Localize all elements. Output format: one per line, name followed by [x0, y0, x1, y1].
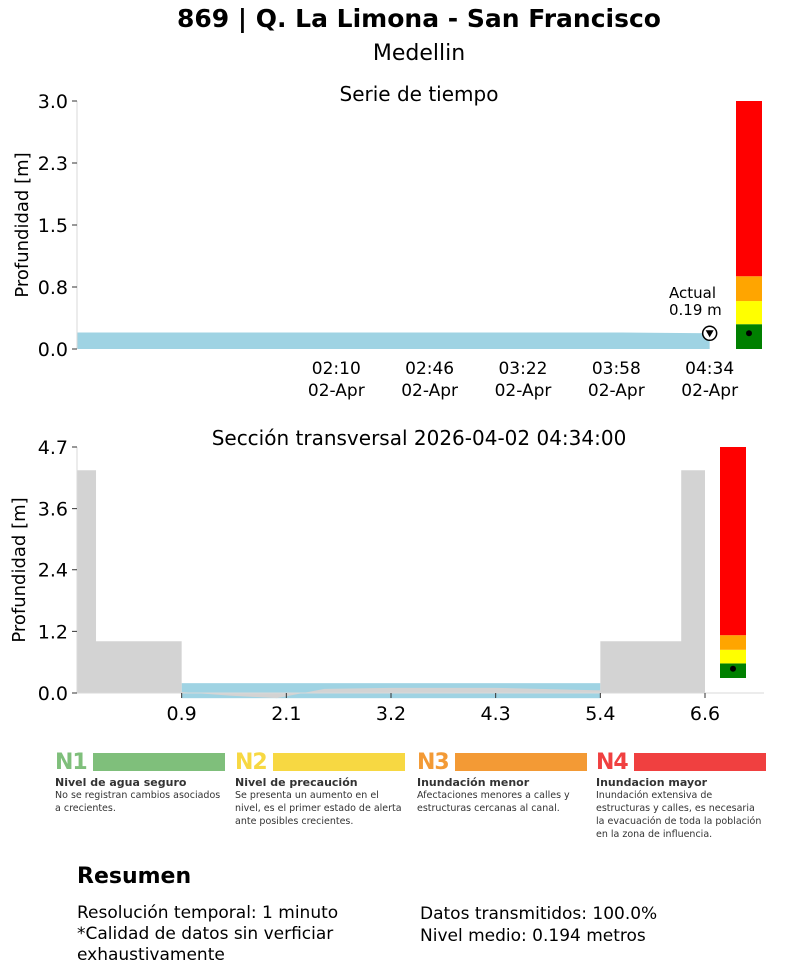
channel-terrain: [77, 470, 705, 699]
legend-title: Nivel de precaución: [235, 776, 358, 789]
annotation-value: 0.19 m: [669, 301, 722, 319]
x-tick-date-label: 02-Apr: [588, 381, 645, 401]
annotation-label: Actual: [669, 284, 716, 302]
summary-heading: Resumen: [77, 864, 192, 889]
y-tick-label: 0.8: [38, 277, 68, 299]
x-tick-date-label: 02-Apr: [681, 381, 738, 401]
y-tick-label: 3.0: [38, 91, 68, 113]
legend-item-n1: N1 Nivel de agua seguro No se registran …: [55, 750, 225, 815]
x-tick-label: 02:46: [405, 359, 454, 379]
legend-title: Nivel de agua seguro: [55, 776, 187, 789]
level-bar-segment: [720, 447, 746, 636]
x-tick-label: 2.1: [271, 703, 301, 725]
y-tick-label: 3.6: [38, 499, 68, 521]
x-tick-date-label: 02-Apr: [495, 381, 552, 401]
legend-item-n3: N3 Inundación menor Afectaciones menores…: [417, 750, 587, 815]
x-tick-label: 03:22: [498, 359, 547, 379]
legend-code: N2: [235, 749, 268, 775]
legend-item-n2: N2 Nivel de precaución Se presenta un au…: [235, 750, 405, 828]
legend-title: Inundacion mayor: [596, 776, 708, 789]
level-bar-segment: [736, 301, 762, 325]
x-tick-label: 5.4: [585, 703, 615, 725]
y-tick-label: 4.7: [38, 437, 68, 459]
legend-description: Afectaciones menores a calles y estructu…: [417, 790, 570, 814]
legend-color-bar: [272, 753, 405, 771]
level-bar-current-marker: [746, 330, 752, 337]
y-tick-label: 1.2: [38, 621, 68, 643]
x-tick-label: 3.2: [376, 703, 406, 725]
charts-canvas: Serie de tiempo0.00.81.52.33.002:1002-Ap…: [9, 82, 764, 725]
plot-title: Sección transversal 2026-04-02 04:34:00: [212, 426, 627, 450]
x-tick-label: 4.3: [481, 703, 511, 725]
y-tick-label: 2.4: [38, 560, 68, 582]
y-tick-label: 2.3: [38, 153, 68, 175]
x-tick-label: 0.9: [167, 703, 197, 725]
legend-color-bar: [92, 753, 225, 771]
summary-resolution: Resolución temporal: 1 minuto: [77, 903, 339, 923]
x-tick-label: 02:10: [312, 359, 361, 379]
legend-color-bar: [633, 753, 766, 771]
y-tick-label: 0.0: [38, 339, 68, 361]
legend-code: N4: [596, 749, 629, 775]
legend-title: Inundación menor: [417, 776, 530, 789]
x-tick-date-label: 02-Apr: [401, 381, 458, 401]
y-axis-label: Profundidad [m]: [9, 497, 30, 642]
y-tick-label: 0.0: [38, 683, 68, 705]
summary-quality-note: *Calidad de datos sin verficiar exhausti…: [77, 924, 334, 965]
x-tick-label: 04:34: [685, 359, 734, 379]
level-bar-segment: [736, 101, 762, 277]
level-bar-segment: [720, 649, 746, 664]
depth-area-series: [77, 332, 710, 349]
y-axis-label: Profundidad [m]: [12, 152, 33, 297]
level-bar-current-marker: [730, 665, 736, 672]
chart-subtitle: Medellin: [372, 41, 466, 66]
x-tick-date-label: 02-Apr: [308, 381, 365, 401]
chart-title: 869 | Q. La Limona - San Francisco: [177, 4, 661, 33]
legend-item-n4: N4 Inundacion mayor Inundación extensiva…: [596, 750, 766, 841]
legend-description: No se registran cambios asociados a crec…: [55, 790, 221, 814]
level-bar-segment: [720, 635, 746, 650]
x-tick-label: 6.6: [690, 703, 720, 725]
level-bar-segment: [736, 324, 762, 349]
x-tick-label: 03:58: [592, 359, 641, 379]
legend-description: Inundación extensiva de estructuras y ca…: [596, 790, 762, 840]
y-tick-label: 1.5: [38, 215, 68, 237]
legend-description: Se presenta un aumento en el nivel, es e…: [235, 790, 402, 827]
legend-color-bar: [454, 753, 587, 771]
summary-transmitted: Datos transmitidos: 100.0%: [420, 904, 658, 924]
legend-code: N1: [55, 749, 88, 775]
plot-title: Serie de tiempo: [340, 82, 499, 106]
current-level-arrow-icon: [705, 330, 714, 338]
level-bar-segment: [736, 276, 762, 302]
legend-code: N3: [417, 749, 450, 775]
summary-mean-level: Nivel medio: 0.194 metros: [420, 926, 646, 946]
